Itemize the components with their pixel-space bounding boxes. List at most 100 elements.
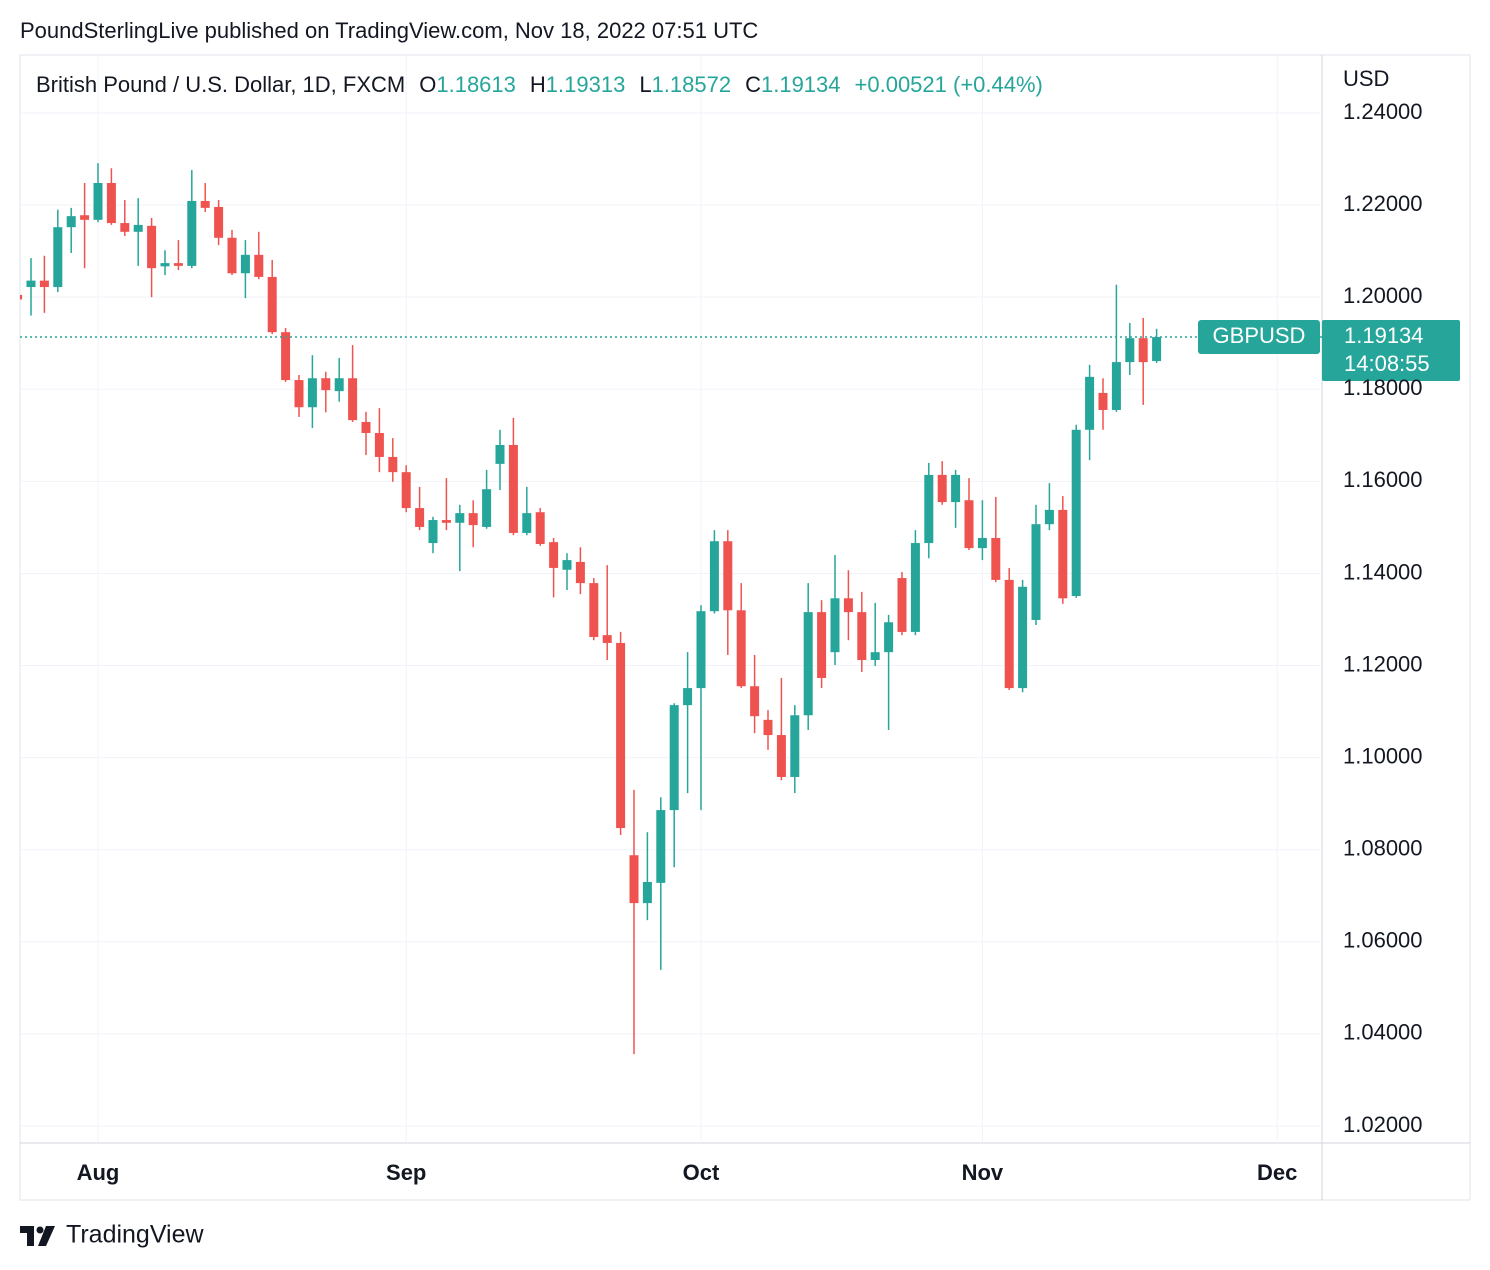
- candle-body: [348, 378, 358, 421]
- candle-body: [951, 474, 961, 503]
- candle-body: [723, 541, 733, 611]
- candle-body: [575, 561, 585, 584]
- candle-body: [441, 520, 451, 523]
- candle-body: [1085, 376, 1095, 430]
- attribution: PoundSterlingLive published on TradingVi…: [20, 18, 758, 43]
- candle-body: [240, 254, 250, 274]
- candle-body: [20, 294, 23, 300]
- candle-body: [133, 224, 143, 232]
- candle-body: [214, 206, 224, 238]
- candle-body: [602, 635, 612, 643]
- candle-body: [656, 810, 666, 883]
- x-tick-label: Aug: [77, 1160, 120, 1185]
- y-tick-label: 1.04000: [1343, 1020, 1423, 1045]
- candle-body: [616, 642, 626, 829]
- candle-body: [937, 474, 947, 503]
- candle-body: [535, 512, 545, 544]
- candle-body: [803, 612, 813, 716]
- candle-body: [669, 705, 679, 811]
- y-tick-label: 1.18000: [1343, 375, 1423, 400]
- candle-body: [468, 513, 478, 526]
- legend: British Pound / U.S. Dollar, 1D, FXCM O 1.…: [36, 72, 1043, 97]
- candle-body: [589, 583, 599, 637]
- candle-body: [910, 543, 920, 632]
- candle-body: [160, 263, 170, 267]
- candle-body: [361, 421, 371, 434]
- candle-body: [93, 183, 103, 220]
- legend-change: +0.00521 (+0.44%): [855, 72, 1043, 97]
- candle-body: [924, 474, 934, 544]
- candle-body: [709, 541, 719, 612]
- candle-body: [1138, 338, 1148, 363]
- y-tick-label: 1.08000: [1343, 836, 1423, 861]
- candle-body: [1031, 524, 1041, 620]
- candle-body: [26, 280, 36, 288]
- legend-title: British Pound / U.S. Dollar, 1D, FXCM: [36, 72, 405, 97]
- candle-body: [428, 520, 438, 544]
- candle-body: [508, 444, 518, 533]
- x-tick-label: Dec: [1257, 1160, 1297, 1185]
- y-tick-label: 1.24000: [1343, 99, 1423, 124]
- candle-body: [1004, 579, 1014, 689]
- y-tick-label: 1.16000: [1343, 467, 1423, 492]
- y-tick-label: 1.14000: [1343, 559, 1423, 584]
- candle-body: [1152, 337, 1162, 362]
- candle-body: [120, 223, 130, 232]
- candle-body: [870, 652, 880, 661]
- legend-key: L: [639, 72, 651, 97]
- candle-body: [401, 472, 411, 509]
- candle-body: [1058, 509, 1068, 599]
- candle-body: [1098, 392, 1108, 410]
- legend-key: C: [745, 72, 761, 97]
- candle-body: [977, 537, 987, 549]
- candle-body: [683, 688, 693, 706]
- candle-body: [1044, 509, 1054, 525]
- y-tick-label: 1.22000: [1343, 191, 1423, 216]
- candle-body: [388, 456, 398, 473]
- candle-body: [736, 610, 746, 687]
- y-tick-label: 1.10000: [1343, 743, 1423, 768]
- candle-body: [415, 508, 425, 527]
- chart-frame: [19, 54, 1471, 1201]
- price-badge: [1322, 320, 1460, 382]
- x-tick-label: Oct: [683, 1160, 720, 1185]
- candle-body: [763, 719, 773, 736]
- candle-body: [1071, 429, 1081, 597]
- candle-body: [187, 200, 197, 266]
- candle-body: [817, 612, 827, 678]
- candle-body: [991, 537, 1001, 580]
- candle-body: [294, 380, 304, 408]
- y-tick-label: 1.06000: [1343, 928, 1423, 953]
- candle-body: [455, 513, 465, 523]
- candle-body: [495, 444, 505, 464]
- candle-body: [776, 735, 786, 777]
- candle-body: [374, 433, 384, 457]
- candle-body: [254, 254, 264, 277]
- candle-body: [66, 216, 76, 228]
- candle-body: [321, 378, 331, 391]
- overlay: GBPUSD 1.19134 14:08:55: [20, 320, 1460, 382]
- currency: USD: [1343, 66, 1389, 91]
- candle-body: [642, 881, 652, 904]
- candle-body: [562, 560, 572, 570]
- y-tick-label: 1.20000: [1343, 283, 1423, 308]
- candle-body: [80, 215, 90, 220]
- candle-body: [522, 513, 532, 533]
- candle-body: [897, 578, 907, 632]
- legend-key: O: [419, 72, 436, 97]
- legend-key: H: [530, 72, 546, 97]
- candle-body: [1125, 338, 1135, 363]
- grid: [20, 55, 1322, 1143]
- symbol-label: GBPUSD: [1213, 323, 1306, 348]
- legend-value: 1.19134: [761, 72, 841, 97]
- candle-body: [696, 611, 706, 689]
- x-tick-label: Nov: [962, 1160, 1004, 1185]
- candle-body: [173, 263, 183, 266]
- candle-body: [307, 378, 317, 408]
- candle-body: [147, 225, 157, 269]
- logo: [20, 1226, 55, 1246]
- x-tick-label: Sep: [386, 1160, 426, 1185]
- candle-body: [549, 542, 559, 568]
